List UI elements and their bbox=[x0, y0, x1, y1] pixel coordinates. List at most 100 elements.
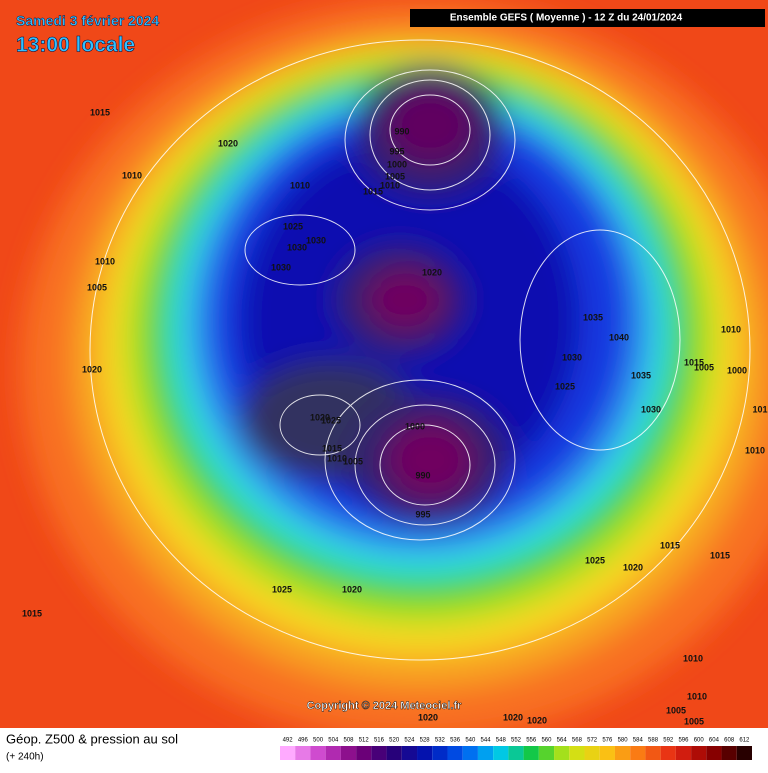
isobar-label: 1000 bbox=[727, 365, 747, 375]
legend-label: 576 bbox=[602, 738, 613, 744]
isobar-label: 1025 bbox=[283, 221, 303, 231]
isobar-label: 1030 bbox=[306, 235, 326, 245]
isobar-label: 1020 bbox=[310, 412, 330, 422]
legend-swatch bbox=[371, 746, 387, 760]
legend-label: 540 bbox=[465, 738, 476, 744]
isobar-label: 1010 bbox=[290, 180, 310, 190]
legend-swatch bbox=[630, 746, 646, 760]
legend-swatch bbox=[584, 746, 600, 760]
legend-label: 608 bbox=[724, 738, 735, 744]
legend-label: 548 bbox=[496, 738, 507, 744]
legend-label: 524 bbox=[404, 738, 415, 744]
isobar-label: 1005 bbox=[666, 705, 686, 715]
legend-label: 532 bbox=[435, 738, 446, 744]
legend-swatch bbox=[660, 746, 676, 760]
isobar-label: 1005 bbox=[343, 456, 363, 466]
isobar-label: 1020 bbox=[623, 562, 643, 572]
legend-label: 588 bbox=[648, 738, 659, 744]
product-title: Géop. Z500 & pression au sol bbox=[6, 731, 178, 746]
copyright: Copyright © 2024 Meteociel.fr bbox=[307, 700, 463, 712]
legend-swatch bbox=[554, 746, 570, 760]
legend-swatch bbox=[386, 746, 402, 760]
isobar-label: 1020 bbox=[527, 715, 547, 725]
isobar-label: 1015 bbox=[684, 357, 704, 367]
isobar-label: 1010 bbox=[95, 256, 115, 266]
legend-swatch bbox=[706, 746, 722, 760]
isobars bbox=[89, 39, 751, 661]
legend-swatch bbox=[477, 746, 494, 760]
legend-label: 564 bbox=[557, 738, 568, 744]
legend-label: 580 bbox=[618, 738, 629, 744]
isobar-label: 1005 bbox=[694, 362, 714, 372]
legend-label: 536 bbox=[450, 738, 461, 744]
legend-swatch bbox=[310, 746, 326, 760]
legend-swatch bbox=[675, 746, 692, 760]
legend-swatch bbox=[523, 746, 539, 760]
legend-label: 520 bbox=[389, 738, 400, 744]
isobar-label: 1020 bbox=[218, 138, 238, 148]
isobar-label: 1025 bbox=[555, 381, 575, 391]
legend-label: 568 bbox=[572, 738, 583, 744]
legend-label: 544 bbox=[481, 738, 492, 744]
isobar-label: 1015 bbox=[322, 443, 342, 453]
isobar-label: 1030 bbox=[287, 242, 307, 252]
isobar-label: 1005 bbox=[87, 282, 107, 292]
legend-swatch bbox=[447, 746, 463, 760]
isobar-label: 1010 bbox=[687, 691, 707, 701]
date: Samedi 3 février 2024 bbox=[16, 13, 159, 29]
model-banner bbox=[410, 9, 765, 27]
legend-swatch bbox=[599, 746, 615, 760]
isobar-label: 1035 bbox=[631, 370, 651, 380]
legend-label: 500 bbox=[313, 738, 324, 744]
isobar-label: 1025 bbox=[272, 584, 292, 594]
legend-label: 592 bbox=[663, 738, 674, 744]
legend-swatch bbox=[691, 746, 707, 760]
local-time: 13:00 locale bbox=[16, 34, 135, 57]
isobar-label: 995 bbox=[415, 509, 430, 519]
legend-swatch bbox=[538, 746, 555, 760]
color-legend: 492 496 500 504 508 512 516 520 524 528 532 536 540 5… bbox=[280, 738, 752, 760]
isobar-label: 1015 bbox=[90, 107, 110, 117]
isobar-label: 1015 bbox=[22, 608, 42, 618]
geopotential-field bbox=[20, 0, 768, 740]
isobar-label: 1010 bbox=[683, 653, 703, 663]
legend-label: 596 bbox=[678, 738, 689, 744]
legend-swatch bbox=[417, 746, 433, 760]
legend-swatch bbox=[432, 746, 448, 760]
isobar-label: 1000 bbox=[405, 421, 425, 431]
legend-swatch bbox=[508, 746, 524, 760]
isobar-label: 1010 bbox=[327, 453, 347, 463]
isobar-label: 1040 bbox=[609, 332, 629, 342]
legend-swatch bbox=[614, 746, 631, 760]
isobar-label: 1030 bbox=[271, 262, 291, 272]
isobar-label: 1010 bbox=[721, 324, 741, 334]
legend-label: 560 bbox=[541, 738, 552, 744]
legend-swatch bbox=[280, 746, 296, 760]
model-info: Ensemble GEFS ( Moyenne ) - 12 Z du 24/0… bbox=[450, 13, 683, 24]
isobar-label: 1005 bbox=[684, 716, 704, 726]
legend-swatch bbox=[356, 746, 372, 760]
isobar-label: 995 bbox=[389, 146, 404, 156]
isobar-label: 1010 bbox=[745, 445, 765, 455]
isobar-label: 1020 bbox=[82, 364, 102, 374]
legend-label: 572 bbox=[587, 738, 598, 744]
isobar-label: 1015 bbox=[363, 186, 383, 196]
legend-swatch bbox=[401, 746, 418, 760]
legend-label: 556 bbox=[526, 738, 537, 744]
legend-swatch bbox=[340, 746, 357, 760]
legend-swatch bbox=[325, 746, 341, 760]
legend-swatch bbox=[736, 746, 752, 760]
isobar-label: 1020 bbox=[342, 584, 362, 594]
legend-label: 512 bbox=[359, 738, 370, 744]
isobar-labels: 1015102010101010100510201015990995100010… bbox=[22, 107, 768, 726]
legend-label: 552 bbox=[511, 738, 522, 744]
isobar-label: 990 bbox=[394, 126, 409, 136]
legend-label: 492 bbox=[283, 738, 294, 744]
legend-label: 516 bbox=[374, 738, 385, 744]
legend-swatch bbox=[569, 746, 585, 760]
legend-swatch bbox=[721, 746, 737, 760]
isobar-label: 1015 bbox=[710, 550, 730, 560]
isobar-label: 101 bbox=[752, 404, 767, 414]
